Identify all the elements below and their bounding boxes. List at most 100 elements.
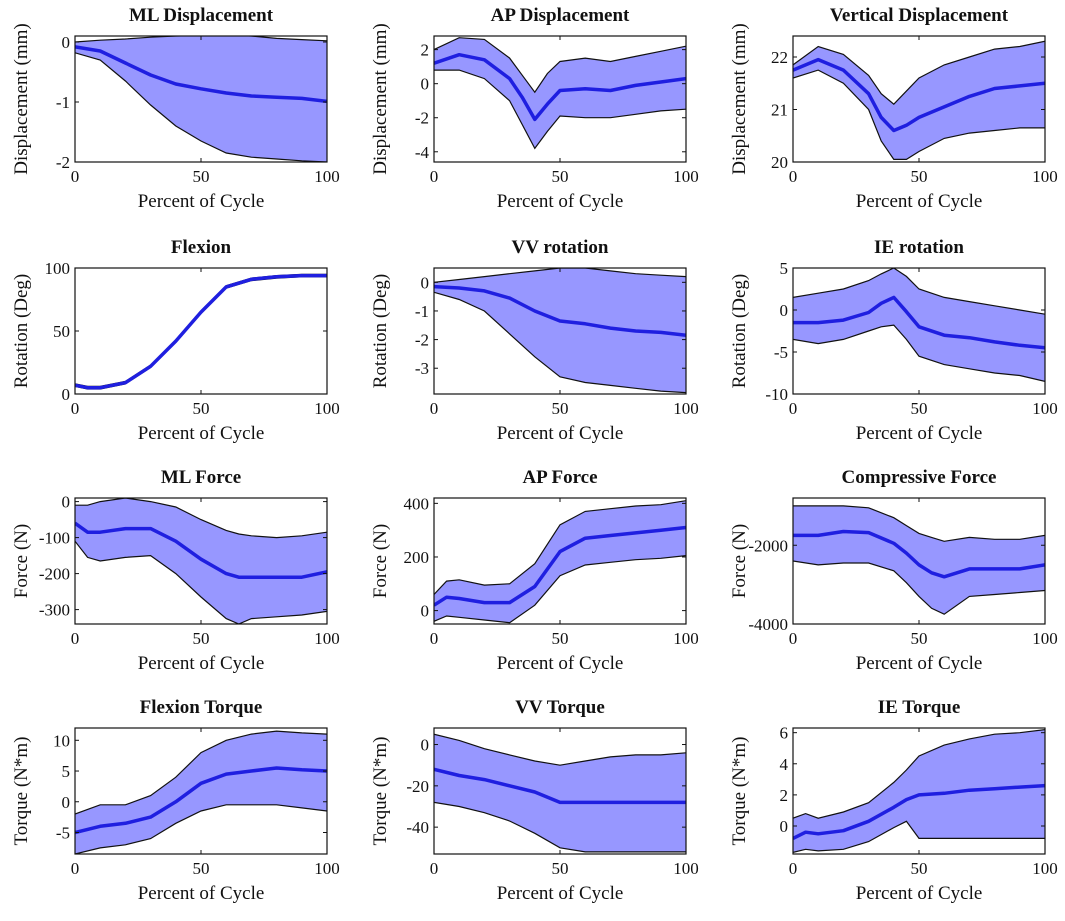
upper-bound-line (434, 500, 686, 595)
x-axis-label: Percent of Cycle (497, 883, 624, 904)
x-tick-label: 0 (430, 399, 439, 418)
y-tick-label: 0 (62, 793, 71, 812)
y-axis-label: Displacement (mm) (729, 23, 750, 174)
plot-area (434, 500, 686, 624)
y-tick-label: 0 (421, 736, 430, 755)
y-axis-label: Rotation (Deg) (11, 274, 32, 389)
upper-bound-line (793, 268, 1045, 315)
mean-line (793, 295, 1045, 350)
upper-bound-line (75, 273, 327, 387)
std-band (75, 731, 327, 854)
y-axis-label: Torque (N*m) (11, 737, 32, 846)
x-tick-label: 100 (1032, 629, 1058, 648)
y-tick-label: 0 (62, 385, 71, 404)
chart-title: AP Displacement (491, 5, 630, 26)
chart-title: Vertical Displacement (830, 5, 1009, 26)
chart-flexion: 0 50 100 0 50 100 Flexion Percent of Cycle Rotat… (11, 237, 340, 444)
chart-title: ML Displacement (129, 5, 274, 26)
y-tick-label: -2 (415, 109, 429, 128)
lower-bound-line (75, 52, 327, 162)
y-tick-label: -3 (415, 359, 429, 378)
y-tick-label: 200 (404, 548, 430, 567)
std-band (793, 41, 1045, 160)
x-tick-label: 0 (789, 399, 798, 418)
chart-compressive-force: 0 50 100 -4000 -2000 Compressive Force Percent… (729, 467, 1058, 674)
std-band (75, 274, 327, 389)
plot-area (793, 40, 1045, 160)
upper-bound-line (75, 498, 327, 539)
plot-area (793, 729, 1045, 853)
chart-title: Flexion (171, 237, 232, 258)
y-tick-label: 0 (780, 301, 789, 320)
mean-line (75, 521, 327, 579)
mean-line (434, 525, 686, 607)
x-axis-label: Percent of Cycle (497, 653, 624, 674)
y-tick-label: -2 (415, 331, 429, 350)
y-axis-label: Rotation (Deg) (729, 274, 750, 389)
y-tick-label: -20 (406, 777, 429, 796)
y-tick-label: 20 (771, 153, 788, 172)
y-axis-label: Force (N) (729, 524, 750, 598)
x-axis-label: Percent of Cycle (138, 653, 265, 674)
y-tick-label: 50 (53, 322, 70, 341)
chart-ml-displacement: 0 50 100 -2 -1 0 ML Displacement Percent of Cyc… (11, 5, 340, 212)
x-tick-label: 100 (1032, 399, 1058, 418)
x-tick-label: 100 (314, 859, 340, 878)
y-axis-label: Displacement (mm) (11, 23, 32, 174)
x-tick-label: 0 (430, 167, 439, 186)
x-tick-label: 0 (71, 167, 80, 186)
x-tick-label: 50 (552, 629, 569, 648)
x-tick-label: 0 (430, 629, 439, 648)
axes-frame (74, 267, 328, 395)
x-tick-label: 50 (911, 629, 928, 648)
y-tick-label: -5 (56, 823, 70, 842)
y-tick-label: 400 (404, 494, 430, 513)
y-tick-label: 2 (780, 786, 789, 805)
mean-line (434, 52, 686, 122)
lower-bound-line (434, 291, 686, 394)
y-tick-label: -2 (56, 153, 70, 172)
y-tick-label: 4 (780, 755, 789, 774)
upper-bound-line (434, 37, 686, 94)
x-tick-label: 0 (789, 629, 798, 648)
x-tick-label: 0 (789, 167, 798, 186)
std-band (434, 268, 686, 393)
plot-area (793, 268, 1045, 382)
mean-line (75, 45, 327, 104)
x-axis-label: Percent of Cycle (856, 191, 983, 212)
x-tick-label: 0 (430, 859, 439, 878)
lower-bound-line (793, 820, 1045, 853)
x-axis-label: Percent of Cycle (138, 191, 265, 212)
x-tick-label: 100 (673, 859, 699, 878)
plot-area (75, 730, 327, 854)
chart-title: VV Torque (515, 697, 605, 718)
plot-area (75, 498, 327, 624)
y-tick-label: 0 (62, 33, 71, 52)
chart-title: VV rotation (512, 237, 609, 258)
y-tick-label: -1 (415, 302, 429, 321)
y-tick-label: 10 (53, 731, 70, 750)
upper-bound-line (75, 36, 327, 43)
lower-bound-line (434, 69, 686, 150)
x-axis-label: Percent of Cycle (138, 423, 265, 444)
y-axis-label: Rotation (Deg) (370, 274, 391, 389)
x-tick-label: 0 (71, 629, 80, 648)
upper-bound-line (75, 730, 327, 815)
mean-line (434, 767, 686, 805)
chart-ml-force: 0 50 100 -300 -200 -100 0 ML Force Percent of Cy… (11, 467, 340, 674)
x-tick-label: 0 (789, 859, 798, 878)
chart-title: AP Force (522, 467, 597, 488)
y-tick-label: 0 (780, 817, 789, 836)
x-tick-label: 100 (673, 167, 699, 186)
plot-area (434, 733, 686, 853)
x-tick-label: 50 (552, 859, 569, 878)
y-axis-label: Torque (N*m) (370, 737, 391, 846)
mean-line (793, 783, 1045, 840)
x-axis-label: Percent of Cycle (497, 423, 624, 444)
y-tick-label: -2000 (748, 536, 788, 555)
x-tick-label: 100 (1032, 859, 1058, 878)
y-tick-label: -5 (774, 343, 788, 362)
lower-bound-line (434, 555, 686, 624)
y-tick-label: 100 (45, 259, 71, 278)
x-axis-label: Percent of Cycle (856, 423, 983, 444)
